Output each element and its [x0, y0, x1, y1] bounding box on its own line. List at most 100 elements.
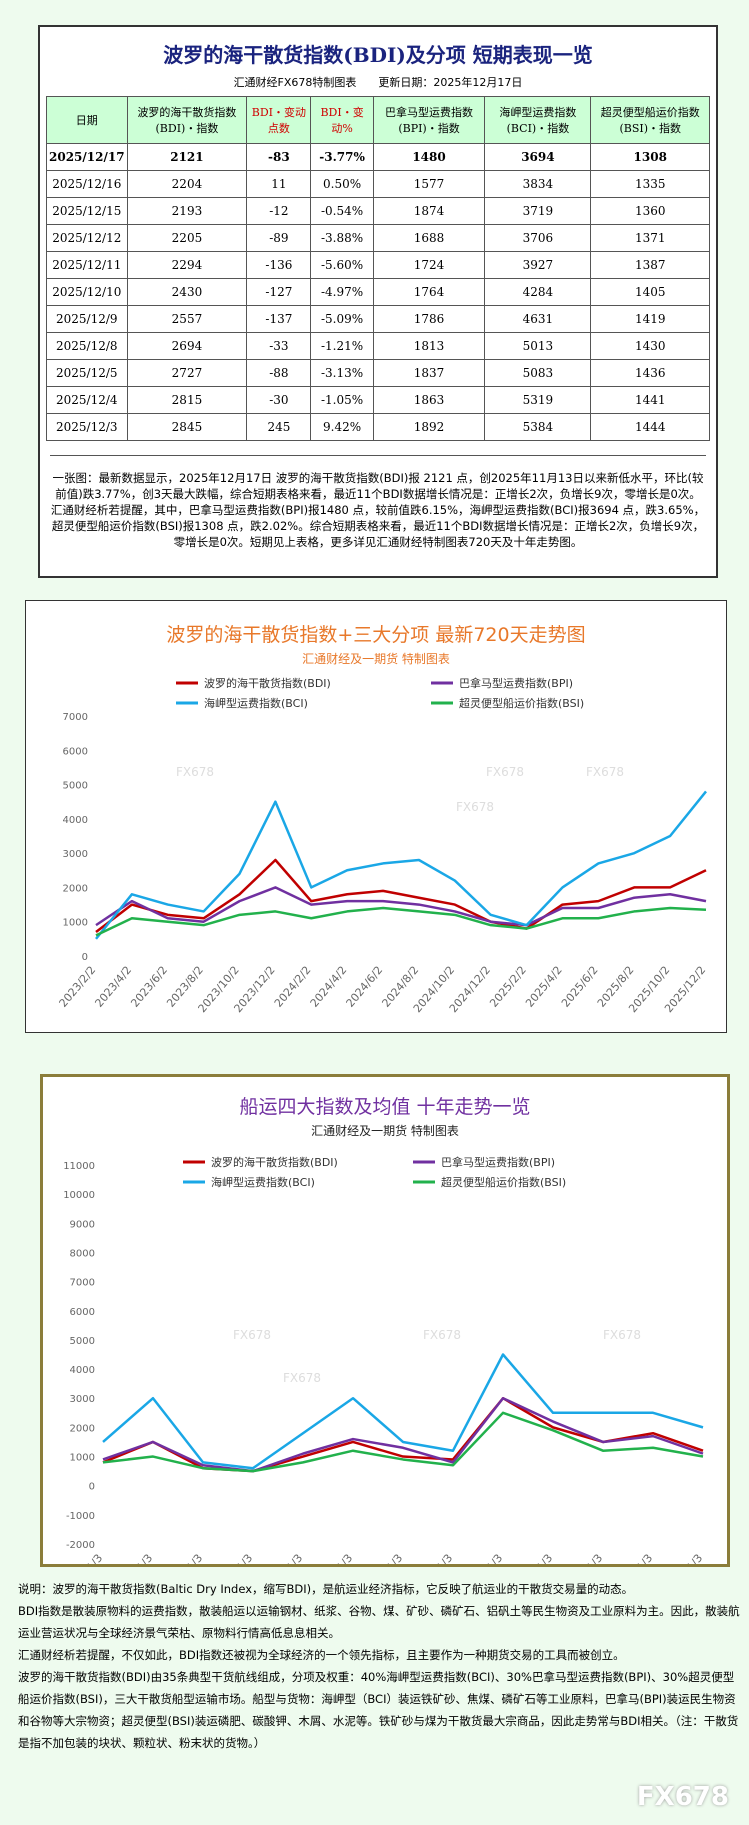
table-cell: 4631 [484, 305, 592, 333]
note: 汇通财经析若提醒，不仅如此，BDI指数还被视为全球经济的一个领先指标，且主要作为… [18, 1648, 625, 1662]
table-cell: 11 [246, 170, 312, 198]
x-tick-label: 2023/1/3 [564, 1552, 606, 1567]
y-tick-label: 5000 [63, 781, 88, 792]
legend-label: 巴拿马型运费指数(BPI) [459, 676, 573, 690]
column-header: 巴拿马型运费指数(BPI)・指数 [372, 96, 486, 144]
table-cell: 1863 [372, 386, 486, 414]
table-body: 2025/12/17 2121 -83 -3.77% 1480 3694 1308 2025/… [46, 143, 710, 441]
table-cell: 1577 [372, 170, 486, 198]
table-cell: 2205 [126, 224, 248, 252]
y-tick-label: 1000 [63, 918, 88, 929]
table-cell: 1419 [590, 305, 710, 333]
table-cell: 1837 [372, 359, 486, 387]
table-cell: 2025/12/17 [46, 143, 128, 171]
table-cell: -12 [246, 197, 312, 225]
table-cell: 2694 [126, 332, 248, 360]
table-cell: 2025/12/3 [46, 413, 128, 441]
table-cell: 1405 [590, 278, 710, 306]
table-cell: -3.88% [310, 224, 374, 252]
table-cell: -88 [246, 359, 312, 387]
table-cell: 3719 [484, 197, 592, 225]
legend-label: 波罗的海干散货指数(BDI) [211, 1155, 338, 1169]
series-line [95, 790, 707, 940]
y-tick-label: 6000 [63, 746, 88, 757]
watermark: FX678 [456, 800, 494, 814]
y-tick-label: 5000 [70, 1336, 95, 1347]
y-tick-label: 6000 [70, 1307, 95, 1318]
table-cell: -1.21% [310, 332, 374, 360]
series-line [102, 1396, 704, 1473]
table-cell: 2204 [126, 170, 248, 198]
table-row: 2025/12/3 2845 245 9.42% 1892 5384 1444 [46, 413, 710, 441]
series-line [95, 886, 707, 927]
x-tick-label: 2025/2/2 [487, 964, 529, 1010]
series-line [102, 1353, 704, 1470]
table-cell: 2815 [126, 386, 248, 414]
x-tick-label: 2020/1/3 [414, 1552, 456, 1567]
table-cell: 2294 [126, 251, 248, 279]
x-tick-label: 2024/2/2 [272, 964, 314, 1010]
table-row: 2025/12/4 2815 -30 -1.05% 1863 5319 1441 [46, 386, 710, 414]
table-cell: 5384 [484, 413, 592, 441]
x-tick-label: 2024/6/2 [344, 964, 386, 1010]
summary-text: 一张图：最新数据显示，2025年12月17日 波罗的海干散货指数(BDI)报 2… [50, 455, 706, 550]
table-cell: 3927 [484, 251, 592, 279]
x-tick-label: 2024/1/3 [614, 1552, 656, 1567]
table-row: 2025/12/16 2204 11 0.50% 1577 3834 1335 [46, 170, 710, 198]
table-cell: 1480 [372, 143, 486, 171]
table-cell: 3706 [484, 224, 592, 252]
table-cell: 2025/12/12 [46, 224, 128, 252]
x-tick-label: 2024/4/2 [308, 964, 350, 1010]
x-tick-label: 2022/1/3 [514, 1552, 556, 1567]
y-tick-label: 4000 [70, 1365, 95, 1376]
watermark: FX678 [486, 765, 524, 779]
series-line [95, 906, 707, 937]
table-cell: -3.13% [310, 359, 374, 387]
y-tick-label: 3000 [63, 849, 88, 860]
table-row: 2025/12/17 2121 -83 -3.77% 1480 3694 1308 [46, 143, 710, 171]
table-cell: -1.05% [310, 386, 374, 414]
x-tick-label: 2019/1/3 [364, 1552, 406, 1567]
y-tick-label: 7000 [63, 712, 88, 723]
summary-panel: 波罗的海干散货指数(BDI)及分项 短期表现一览 汇通财经FX678特制图表 更… [38, 25, 718, 578]
table-cell: -83 [246, 143, 312, 171]
title: 波罗的海干散货指数(BDI)及分项 短期表现一览 [163, 43, 593, 67]
y-tick-label: 11000 [63, 1161, 95, 1172]
legend-label: 波罗的海干散货指数(BDI) [204, 676, 331, 690]
x-tick-label: 2023/6/2 [128, 964, 170, 1010]
table-row: 2025/12/12 2205 -89 -3.88% 1688 3706 1371 [46, 224, 710, 252]
table-cell: 1764 [372, 278, 486, 306]
y-tick-label: 3000 [70, 1394, 95, 1405]
y-tick-label: 8000 [70, 1248, 95, 1259]
x-tick-label: 2013/1/3 [64, 1552, 106, 1567]
column-header: 超灵便型船运价指数(BSI)・指数 [590, 96, 710, 144]
table-cell: 2025/12/16 [46, 170, 128, 198]
table-cell: 2557 [126, 305, 248, 333]
column-header: BDI・变动点数 [246, 96, 312, 144]
table-cell: 1813 [372, 332, 486, 360]
y-tick-label: -1000 [66, 1511, 95, 1522]
table-cell: 2727 [126, 359, 248, 387]
table-cell: -89 [246, 224, 312, 252]
column-header: 日期 [46, 96, 128, 144]
table-cell: 2025/12/4 [46, 386, 128, 414]
table-row: 2025/12/8 2694 -33 -1.21% 1813 5013 1430 [46, 332, 710, 360]
table-row: 2025/12/10 2430 -127 -4.97% 1764 4284 1405 [46, 278, 710, 306]
table-cell: 1436 [590, 359, 710, 387]
legend-label: 巴拿马型运费指数(BPI) [441, 1155, 555, 1169]
table-cell: -5.60% [310, 251, 374, 279]
table-cell: -3.77% [310, 143, 374, 171]
chart-title: 波罗的海干散货指数+三大分项 最新720天走势图 [166, 624, 585, 646]
table-cell: 2025/12/10 [46, 278, 128, 306]
data-table: 日期 波罗的海干散货指数(BDI)・指数 BDI・变动点数 BDI・变动% 巴拿马型运费… [46, 96, 710, 441]
table-cell: -137 [246, 305, 312, 333]
notes: 说明：波罗的海干散货指数(Baltic Dry Index，缩写BDI)，是航运… [18, 1578, 740, 1754]
table-cell: 1308 [590, 143, 710, 171]
table-cell: 1874 [372, 197, 486, 225]
x-tick-label: 2015/1/3 [164, 1552, 206, 1567]
table-cell: 2025/12/9 [46, 305, 128, 333]
table-cell: -0.54% [310, 197, 374, 225]
table-row: 2025/12/15 2193 -12 -0.54% 1874 3719 1360 [46, 197, 710, 225]
table-cell: 1360 [590, 197, 710, 225]
